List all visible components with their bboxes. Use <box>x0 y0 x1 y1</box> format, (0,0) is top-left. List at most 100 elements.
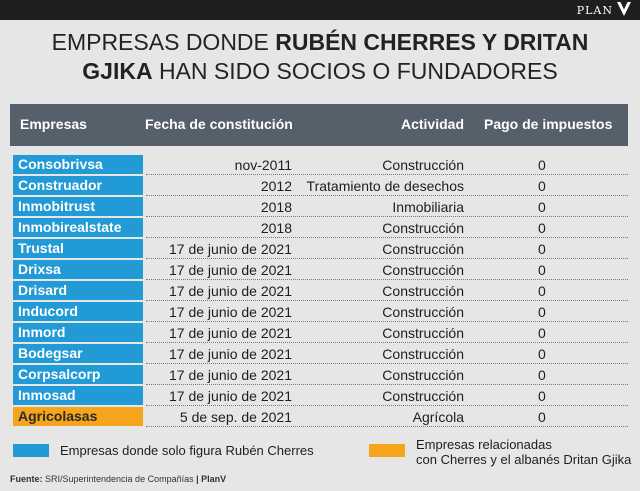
page-title: EMPRESAS DONDE RUBÉN CHERRES Y DRITAN GJ… <box>10 28 630 86</box>
founding-date: 17 de junio de 2021 <box>169 325 292 341</box>
founding-date: 17 de junio de 2021 <box>169 241 292 257</box>
source-text: SRI/Superintendencia de Compañías <box>42 474 194 484</box>
activity: Construcción <box>382 220 464 236</box>
tax-paid: 0 <box>538 346 546 362</box>
activity: Construcción <box>382 262 464 278</box>
brand-v-mark <box>616 1 632 20</box>
brand-logo: PLAN <box>577 0 632 20</box>
table-row: Agricolasas 5 de sep. de 2021 Agrícola 0 <box>10 406 628 427</box>
founding-date: 17 de junio de 2021 <box>169 283 292 299</box>
table-row: Drixsa 17 de junio de 2021 Construcción 0 <box>10 259 628 280</box>
company-name: Consobrivsa <box>13 155 143 174</box>
founding-date: 2018 <box>260 199 292 215</box>
title-part1: EMPRESAS DONDE <box>51 29 276 55</box>
founding-date: 17 de junio de 2021 <box>169 346 292 362</box>
founding-date: 2018 <box>260 220 292 236</box>
row-divider <box>146 216 628 217</box>
row-divider <box>146 342 628 343</box>
table-body: Consobrivsa nov-2011 Construcción 0 Construa… <box>10 154 628 427</box>
table-row: Corpsalcorp 17 de junio de 2021 Construcci… <box>10 364 628 385</box>
founding-date: 17 de junio de 2021 <box>169 304 292 320</box>
tax-paid: 0 <box>538 157 546 173</box>
activity: Construcción <box>382 367 464 383</box>
table-row: Inmosad 17 de junio de 2021 Construcción 0 <box>10 385 628 406</box>
row-divider <box>146 363 628 364</box>
row-divider <box>146 258 628 259</box>
legend-blue-label: Empresas donde solo figura Rubén Cherres <box>60 443 314 458</box>
row-divider <box>146 195 628 196</box>
table-row: Construador 2012 Tratamiento de desechos 0 <box>10 175 628 196</box>
activity: Construcción <box>382 283 464 299</box>
tax-paid: 0 <box>538 388 546 404</box>
header-date: Fecha de constitución <box>145 116 293 132</box>
legend-orange-line1: Empresas relacionadas <box>416 437 552 452</box>
row-divider <box>146 279 628 280</box>
legend-swatch-blue <box>13 444 49 457</box>
table-header: Empresas Fecha de constitución Actividad… <box>10 104 628 146</box>
activity: Construcción <box>382 304 464 320</box>
tax-paid: 0 <box>538 325 546 341</box>
company-name: Corpsalcorp <box>13 365 143 384</box>
company-name: Inmobirealstate <box>13 218 143 237</box>
table-row: Drisard 17 de junio de 2021 Construcción 0 <box>10 280 628 301</box>
company-name: Agricolasas <box>13 407 143 426</box>
table-row: Inmord 17 de junio de 2021 Construcción 0 <box>10 322 628 343</box>
company-name: Construador <box>13 176 143 195</box>
tax-paid: 0 <box>538 367 546 383</box>
tax-paid: 0 <box>538 304 546 320</box>
founding-date: 5 de sep. de 2021 <box>179 409 292 425</box>
company-name: Drisard <box>13 281 143 300</box>
tax-paid: 0 <box>538 262 546 278</box>
tax-paid: 0 <box>538 283 546 299</box>
row-divider <box>146 174 628 175</box>
header-tax: Pago de impuestos <box>484 116 613 132</box>
legend-orange-line2: con Cherres y el albanés Dritan Gjika <box>416 452 632 467</box>
company-name: Inmosad <box>13 386 143 405</box>
founding-date: 2012 <box>260 178 292 194</box>
activity: Inmobiliaria <box>392 199 464 215</box>
tax-paid: 0 <box>538 199 546 215</box>
company-name: Inmord <box>13 323 143 342</box>
table-row: Inducord 17 de junio de 2021 Construcción 0 <box>10 301 628 322</box>
founding-date: nov-2011 <box>234 157 292 173</box>
company-name: Inmobitrust <box>13 197 143 216</box>
top-bar: PLAN <box>0 0 640 20</box>
row-divider <box>146 426 628 427</box>
legend-swatch-orange <box>369 444 405 457</box>
source-brand: PlanV <box>201 474 227 484</box>
founding-date: 17 de junio de 2021 <box>169 262 292 278</box>
founding-date: 17 de junio de 2021 <box>169 388 292 404</box>
table-row: Inmobirealstate 2018 Construcción 0 <box>10 217 628 238</box>
row-divider <box>146 321 628 322</box>
row-divider <box>146 300 628 301</box>
source-label: Fuente: <box>10 474 43 484</box>
tax-paid: 0 <box>538 241 546 257</box>
header-activity: Actividad <box>400 116 464 132</box>
company-name: Drixsa <box>13 260 143 279</box>
brand-name: PLAN <box>576 3 613 17</box>
activity: Construcción <box>382 346 464 362</box>
activity: Tratamiento de desechos <box>306 178 464 194</box>
tax-paid: 0 <box>538 178 546 194</box>
row-divider <box>146 405 628 406</box>
table-row: Bodegsar 17 de junio de 2021 Construcción 0 <box>10 343 628 364</box>
title-bold1: RUBÉN CHERRES Y DRITAN <box>275 29 589 55</box>
source-separator: | <box>193 474 202 484</box>
title-part2: HAN SIDO SOCIOS O FUNDADORES <box>152 58 558 84</box>
tax-paid: 0 <box>538 409 546 425</box>
table-row: Trustal 17 de junio de 2021 Construcción 0 <box>10 238 628 259</box>
company-name: Bodegsar <box>13 344 143 363</box>
legend-orange-label: Empresas relacionadas con Cherres y el a… <box>416 437 631 467</box>
activity: Agrícola <box>412 409 464 425</box>
row-divider <box>146 237 628 238</box>
founding-date: 17 de junio de 2021 <box>169 367 292 383</box>
table-row: Consobrivsa nov-2011 Construcción 0 <box>10 154 628 175</box>
header-company: Empresas <box>20 116 87 132</box>
title-bold2: GJIKA <box>82 58 153 84</box>
table-row: Inmobitrust 2018 Inmobiliaria 0 <box>10 196 628 217</box>
activity: Construcción <box>382 388 464 404</box>
row-divider <box>146 384 628 385</box>
company-name: Trustal <box>13 239 143 258</box>
activity: Construcción <box>382 241 464 257</box>
activity: Construcción <box>382 325 464 341</box>
